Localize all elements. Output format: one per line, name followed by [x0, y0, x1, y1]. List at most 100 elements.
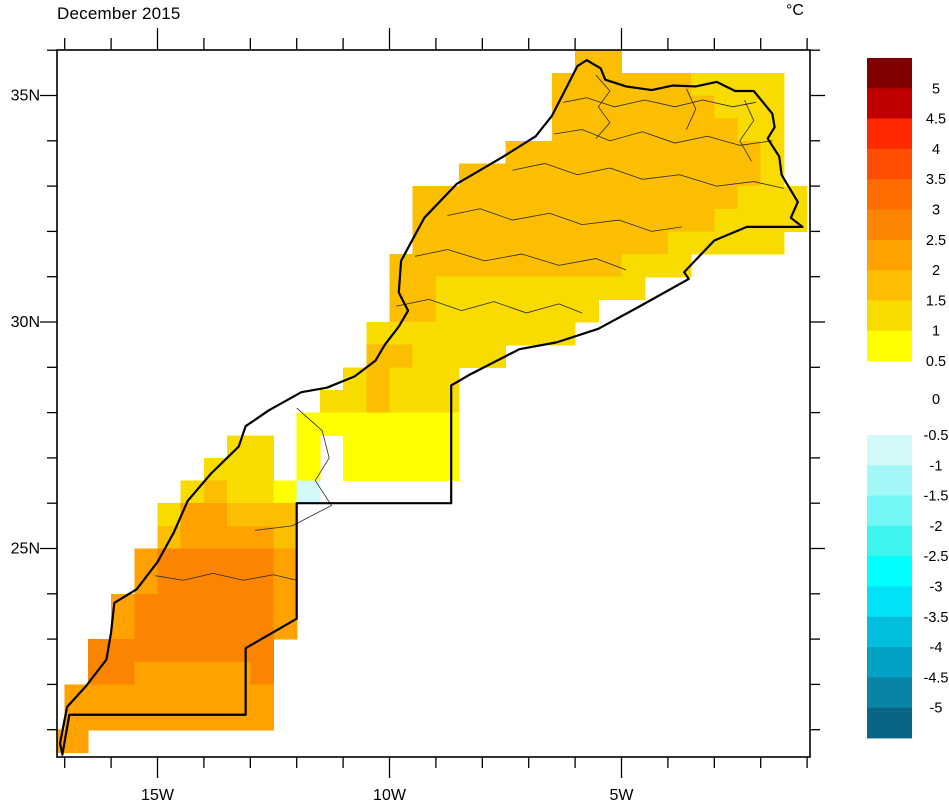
- grid-cell: [667, 118, 692, 142]
- grid-cell: [227, 457, 251, 482]
- colorbar-warm-block: [867, 118, 912, 150]
- grid-cell: [435, 457, 460, 482]
- grid-cell: [505, 140, 530, 165]
- admin-boundary-line: [155, 573, 297, 581]
- grid-cell: [435, 389, 460, 414]
- grid-cell: [250, 435, 275, 459]
- grid-cell: [389, 344, 414, 368]
- admin-boundaries: [155, 74, 784, 581]
- grid-cell: [180, 525, 205, 550]
- colorbar-label: -5: [930, 701, 943, 717]
- grid-cell: [273, 548, 298, 572]
- grid-cell: [180, 616, 205, 640]
- grid-cell: [366, 457, 391, 482]
- grid-cell: [691, 231, 715, 255]
- grid-cell: [505, 254, 530, 278]
- grid-cell: [551, 231, 576, 255]
- x-axis-label: 10W: [373, 787, 407, 802]
- y-axis-label: 25N: [11, 541, 40, 558]
- grid-cell: [157, 661, 182, 685]
- grid-cell: [505, 299, 530, 323]
- admin-boundary-line: [686, 88, 697, 130]
- colorbar-warm-block: [867, 270, 912, 301]
- grid-cell: [459, 322, 483, 346]
- grid-cell: [296, 457, 321, 482]
- grid-cell: [714, 140, 739, 165]
- grid-cell: [203, 525, 228, 550]
- grid-cell: [227, 548, 251, 572]
- grid-cell: [528, 276, 553, 300]
- grid-cell: [134, 661, 159, 685]
- x-axis-label: 15W: [141, 787, 175, 802]
- grid-cell: [714, 118, 739, 142]
- grid-cell: [134, 571, 159, 595]
- grid-cell: [459, 344, 483, 368]
- grid-cell: [551, 186, 576, 210]
- grid-cell: [528, 186, 553, 210]
- grid-cell: [319, 389, 344, 414]
- grid-cell: [389, 367, 414, 391]
- grid-cell: [551, 276, 576, 300]
- grid-cell: [203, 548, 228, 572]
- colorbar-label: 0.5: [926, 354, 946, 370]
- grid-cell: [691, 118, 715, 142]
- grid-cell: [621, 72, 646, 97]
- grid-cell: [667, 140, 692, 165]
- colorbar-label: -0.5: [924, 428, 949, 444]
- grid-cell: [366, 389, 391, 414]
- colorbar-label: 4.5: [926, 112, 946, 128]
- grid-cell: [598, 231, 623, 255]
- grid-cell: [575, 163, 599, 187]
- grid-cell: [180, 661, 205, 685]
- grid-cell: [621, 276, 646, 300]
- grid-cell: [667, 231, 692, 255]
- grid-cell: [737, 163, 762, 187]
- colorbar-label: 2.5: [926, 233, 946, 249]
- grid-cell: [412, 231, 437, 255]
- grid-cell: [760, 95, 785, 119]
- grid-cell: [760, 186, 785, 210]
- grid-cell: [760, 208, 785, 232]
- grid-cell: [157, 503, 182, 527]
- admin-boundary-line: [447, 208, 682, 232]
- grid-cell: [273, 593, 298, 618]
- grid-cell: [714, 208, 739, 232]
- grid-cell: [644, 95, 669, 119]
- grid-cell: [412, 208, 437, 232]
- grid-cell: [343, 412, 367, 436]
- country-border: [58, 59, 804, 756]
- grid-cell: [621, 186, 646, 210]
- grid-cell: [528, 322, 553, 346]
- grid-cell: [227, 684, 251, 708]
- grid-cell: [64, 729, 89, 753]
- grid-cell: [412, 322, 437, 346]
- grid-cell: [157, 571, 182, 595]
- grid-cell: [389, 412, 414, 436]
- grid-cell: [644, 254, 669, 278]
- grid-cell: [412, 367, 437, 391]
- grid-cell: [180, 684, 205, 708]
- grid-cell: [459, 231, 483, 255]
- grid-cell: [273, 525, 298, 550]
- grid-cell: [435, 435, 460, 459]
- grid-cell: [435, 344, 460, 368]
- grid-cell: [343, 435, 367, 459]
- grid-cell: [667, 95, 692, 119]
- grid-cell: [598, 118, 623, 142]
- grid-cell: [134, 639, 159, 663]
- grid-cell: [134, 593, 159, 618]
- grid-cell: [412, 344, 437, 368]
- grid-cell: [203, 503, 228, 527]
- grid-cell: [203, 707, 228, 731]
- grid-cell: [203, 571, 228, 595]
- grid-cell: [459, 299, 483, 323]
- grid-cell: [157, 525, 182, 550]
- grid-cell: [459, 276, 483, 300]
- grid-cell: [250, 707, 275, 731]
- colorbar-zero-label: 0: [932, 392, 940, 408]
- grid-cell: [273, 480, 298, 504]
- grid-cell: [435, 412, 460, 436]
- grid-cell: [551, 163, 576, 187]
- grid-cell: [435, 231, 460, 255]
- grid-cell: [435, 299, 460, 323]
